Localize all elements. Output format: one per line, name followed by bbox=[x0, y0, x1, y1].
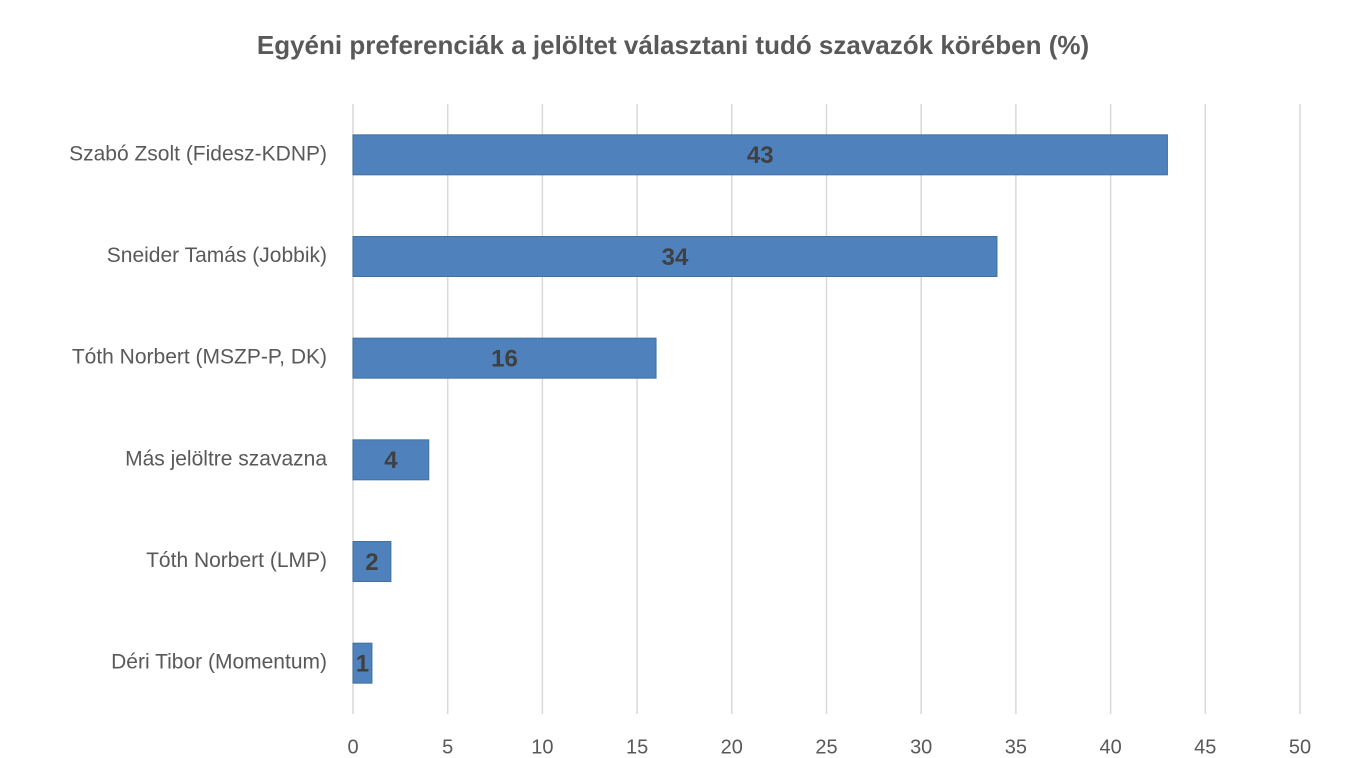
y-tick-label: Szabó Zsolt (Fidesz-KDNP) bbox=[69, 142, 327, 165]
y-tick-label: Sneider Tamás (Jobbik) bbox=[107, 244, 327, 267]
x-tick-label: 45 bbox=[1194, 736, 1216, 758]
data-label: 43 bbox=[747, 142, 774, 169]
x-tick-label: 35 bbox=[1005, 736, 1027, 758]
y-tick-label: Tóth Norbert (MSZP-P, DK) bbox=[72, 346, 327, 369]
y-tick-label: Déri Tibor (Momentum) bbox=[111, 651, 327, 674]
x-tick-label: 5 bbox=[442, 736, 453, 758]
x-tick-label: 10 bbox=[531, 736, 553, 758]
data-label: 34 bbox=[662, 244, 689, 271]
y-tick-label: Tóth Norbert (LMP) bbox=[146, 549, 327, 572]
y-tick-label: Más jelöltre szavazna bbox=[125, 447, 327, 470]
x-tick-label: 15 bbox=[626, 736, 648, 758]
x-tick-label: 25 bbox=[815, 736, 837, 758]
data-label: 1 bbox=[356, 651, 369, 678]
data-label: 4 bbox=[384, 447, 398, 474]
bar bbox=[352, 134, 1168, 176]
data-label: 2 bbox=[365, 549, 378, 576]
x-tick-label: 50 bbox=[1289, 736, 1311, 758]
bar bbox=[352, 236, 998, 277]
x-tick-label: 0 bbox=[347, 736, 358, 758]
x-tick-label: 20 bbox=[721, 736, 743, 758]
x-tick-label: 30 bbox=[910, 736, 932, 758]
bar bbox=[352, 541, 392, 582]
bar bbox=[352, 337, 657, 379]
chart-title: Egyéni preferenciák a jelöltet választan… bbox=[257, 30, 1089, 60]
x-tick-label: 40 bbox=[1099, 736, 1121, 758]
data-label: 16 bbox=[491, 346, 518, 373]
bar bbox=[352, 439, 430, 481]
bar bbox=[352, 642, 373, 684]
